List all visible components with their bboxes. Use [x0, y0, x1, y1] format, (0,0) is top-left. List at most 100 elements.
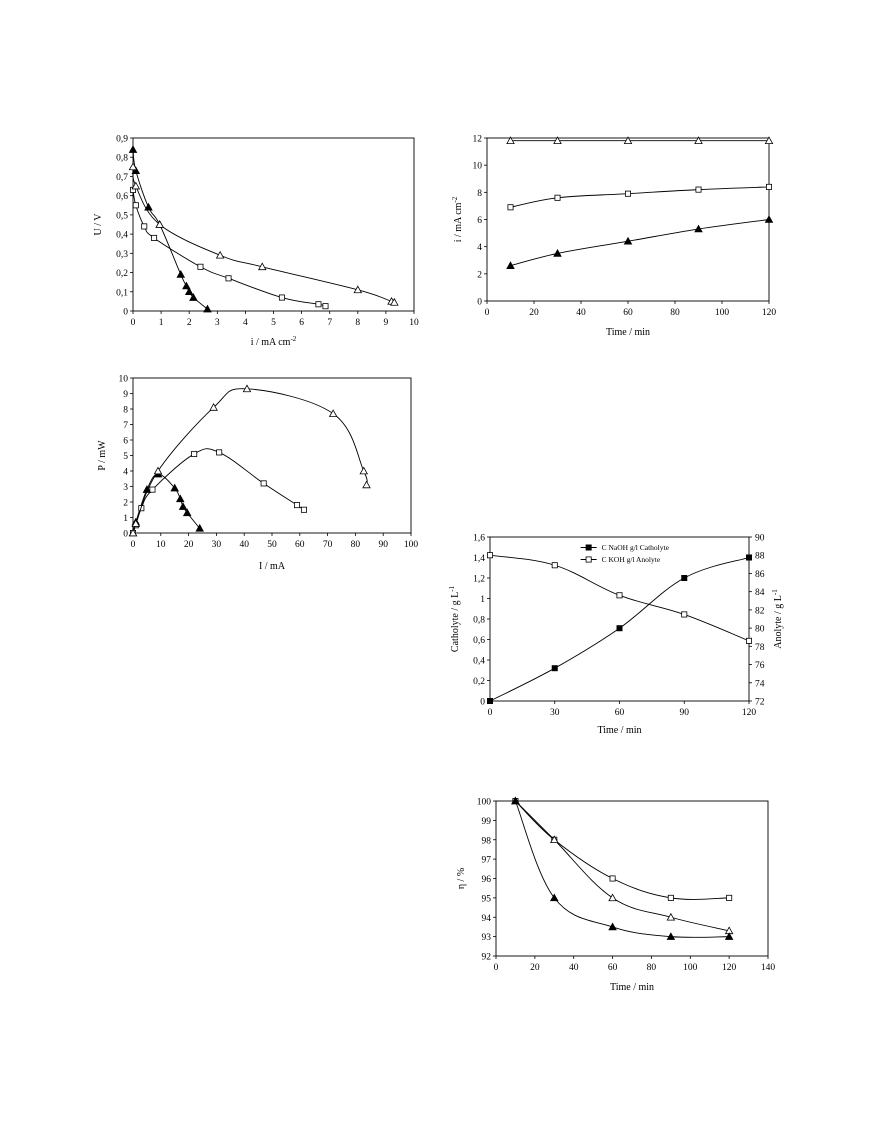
y-tick-label: 2	[123, 499, 128, 509]
x-tick-label: 120	[762, 308, 777, 318]
y-tick-label: 4	[123, 468, 128, 478]
y-tick-label: 0,1	[116, 288, 128, 298]
x-tick-label: 10	[156, 540, 166, 550]
y-tick-label: 96	[482, 875, 492, 885]
x-tick-label: 100	[715, 308, 730, 318]
x-axis-label: Time / min	[597, 725, 641, 736]
legend-marker	[585, 544, 592, 551]
y-tick-label: 2	[477, 270, 482, 280]
y-tick-label: 92	[482, 953, 492, 963]
x-axis-label: i / mA cm-2	[251, 335, 297, 348]
data-point	[553, 249, 562, 257]
x-tick-label: 5	[271, 318, 276, 328]
x-tick-label: 1	[159, 318, 164, 328]
x-tick-label: 0	[131, 318, 136, 328]
y2-tick-label: 90	[755, 534, 765, 544]
data-point	[278, 294, 285, 301]
y-tick-label: 0,6	[473, 636, 485, 646]
series-line-2	[515, 800, 730, 932]
data-point	[766, 183, 773, 190]
data-point	[746, 554, 753, 561]
data-point	[681, 611, 688, 618]
y-tick-label: 0,4	[116, 231, 128, 241]
y-tick-label: 99	[482, 817, 492, 827]
y-tick-label: 0	[477, 298, 482, 308]
data-point	[666, 932, 676, 940]
data-point	[191, 450, 198, 457]
data-point	[726, 894, 733, 901]
y-axis-label: P / mW	[97, 440, 108, 471]
data-point	[216, 449, 223, 456]
y-tick-label: 98	[482, 836, 492, 846]
data-point	[623, 136, 633, 144]
y-tick-label: 1	[480, 595, 485, 605]
data-point	[153, 466, 163, 475]
data-point	[667, 894, 674, 901]
x-tick-label: 0	[488, 708, 493, 718]
data-point	[182, 281, 191, 290]
data-point	[353, 285, 363, 294]
data-point	[553, 136, 562, 144]
data-point	[746, 637, 753, 644]
data-point	[197, 263, 204, 270]
y-tick-label: 12	[473, 135, 483, 145]
y-tick-label: 10	[473, 162, 483, 172]
y-tick-label: 10	[119, 375, 129, 385]
y2-tick-label: 88	[755, 552, 765, 562]
x-tick-label: 40	[576, 308, 586, 318]
x-tick-label: 90	[680, 708, 690, 718]
series-line-3	[132, 388, 368, 534]
x-tick-label: 4	[243, 318, 248, 328]
x-tick-label: 80	[351, 540, 361, 550]
plot-eta: 0 20 40 60 80 100 120 140 92 93 94 95 96 97 98 99 100 Tim…	[456, 796, 776, 993]
y2-tick-label: 84	[755, 588, 765, 598]
data-point	[551, 562, 558, 569]
data-point	[128, 528, 138, 537]
y-tick-label: 0,3	[116, 250, 128, 260]
data-point	[506, 136, 515, 144]
data-point	[616, 592, 623, 599]
x-tick-label: 9	[384, 318, 389, 328]
y2-tick-label: 76	[755, 661, 765, 671]
data-point	[141, 223, 148, 230]
y-tick-label: 8	[123, 406, 128, 416]
y2-tick-label: 78	[755, 643, 765, 653]
x-tick-label: 140	[761, 963, 776, 973]
data-point	[550, 835, 559, 844]
x-tick-label: 60	[608, 963, 618, 973]
y-tick-label: 0,8	[473, 616, 485, 626]
x-tick-label: 30	[212, 540, 222, 550]
data-point	[551, 665, 558, 672]
data-point	[328, 409, 338, 417]
data-point	[609, 875, 616, 882]
data-point	[486, 698, 493, 705]
data-point	[724, 932, 734, 940]
y2-tick-label: 82	[755, 606, 765, 616]
y-tick-label: 0,2	[473, 677, 485, 687]
y2-tick-label: 72	[755, 698, 765, 708]
data-point	[195, 523, 204, 532]
x-tick-label: 120	[742, 708, 757, 718]
data-point	[506, 261, 515, 269]
data-point	[608, 922, 617, 931]
data-point	[184, 287, 194, 296]
y2-tick-label: 86	[755, 570, 765, 580]
y-tick-label: 6	[123, 437, 128, 447]
x-tick-label: 20	[530, 963, 540, 973]
x-tick-label: 100	[683, 963, 698, 973]
x-tick-label: 80	[647, 963, 657, 973]
legend-label: C KOH g/l Anolyte	[602, 555, 661, 564]
series-line-3	[132, 166, 396, 304]
data-point	[616, 625, 623, 632]
x-tick-label: 3	[215, 318, 220, 328]
y-tick-label: 100	[477, 798, 492, 808]
data-point	[694, 136, 703, 144]
x-tick-label: 60	[295, 540, 305, 550]
y-axis-label: η / %	[456, 868, 467, 889]
y-tick-label: 0,4	[473, 657, 485, 667]
x-tick-label: 60	[615, 708, 625, 718]
y-axis-label: U / V	[93, 213, 104, 236]
data-point	[550, 893, 559, 902]
x-tick-label: 40	[569, 963, 579, 973]
